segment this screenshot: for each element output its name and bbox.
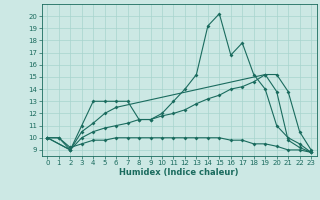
X-axis label: Humidex (Indice chaleur): Humidex (Indice chaleur) bbox=[119, 168, 239, 177]
